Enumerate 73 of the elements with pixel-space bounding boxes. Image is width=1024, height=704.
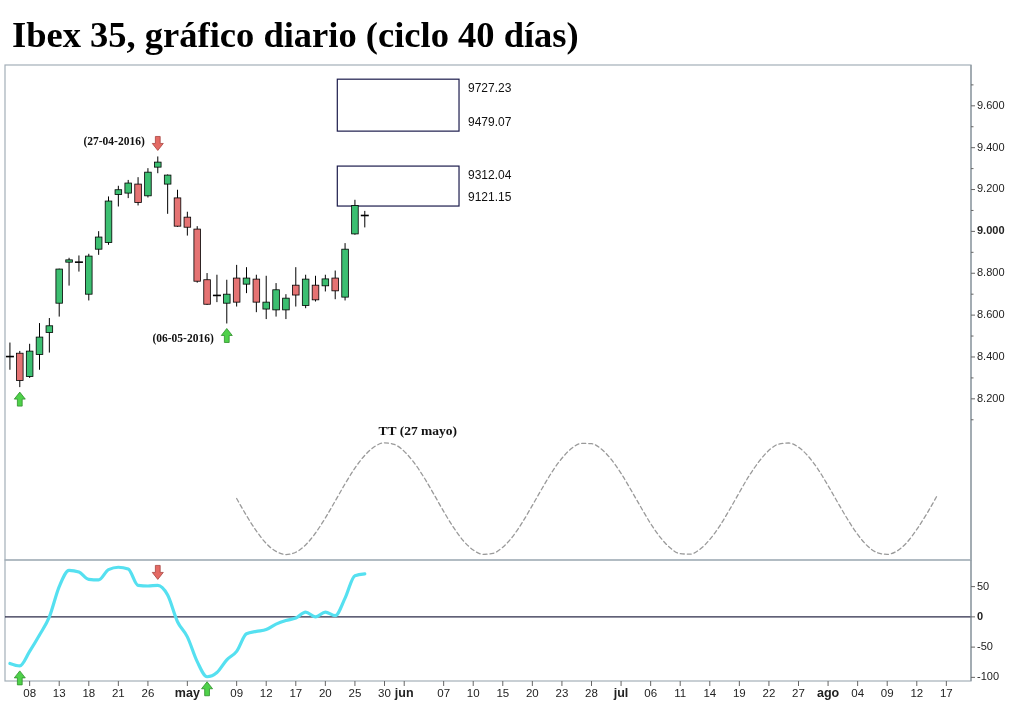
y-tick-label: 9.600 xyxy=(977,98,1005,111)
x-tick-label: jun xyxy=(393,686,414,701)
annotation: (27-04-2016) xyxy=(83,135,145,149)
chart-title: Ibex 35, gráfico diario (ciclo 40 días) xyxy=(12,14,579,55)
x-tick-label: jul xyxy=(612,686,629,701)
x-tick-label: 07 xyxy=(437,687,451,700)
annotation: TT (27 mayo) xyxy=(378,422,458,438)
x-tick-label: 06 xyxy=(644,687,658,700)
x-tick-label: 17 xyxy=(939,687,953,700)
candlestick xyxy=(262,275,270,320)
annotation: 9312.04 xyxy=(468,168,512,183)
candlestick xyxy=(331,270,339,300)
candlestick xyxy=(242,266,251,294)
x-tick-label: 14 xyxy=(703,687,717,700)
x-tick-label: 25 xyxy=(348,687,362,700)
candlestick xyxy=(45,317,54,354)
candlestick xyxy=(223,279,231,324)
y-tick-label: -50 xyxy=(977,640,993,653)
y-tick-label: -100 xyxy=(977,670,1000,683)
y-tick-label: 8.800 xyxy=(977,266,1005,279)
x-tick-label: 12 xyxy=(259,687,273,700)
x-tick-label: 27 xyxy=(792,687,805,700)
x-tick-label: 17 xyxy=(289,687,303,700)
x-tick-label: may xyxy=(174,686,200,701)
x-tick-label: ago xyxy=(816,686,840,701)
x-tick-label: 09 xyxy=(230,687,244,700)
x-tick-label: 08 xyxy=(23,687,37,700)
y-tick-label: 9.200 xyxy=(977,182,1005,195)
x-tick-label: 18 xyxy=(82,687,96,700)
annotation: (06-05-2016) xyxy=(152,332,214,346)
y-tick-label: 0 xyxy=(977,609,984,622)
candlestick xyxy=(311,275,320,303)
candlestick xyxy=(272,282,280,318)
y-tick-label: 9.400 xyxy=(977,140,1005,153)
x-tick-label: 11 xyxy=(674,687,687,700)
candlestick xyxy=(282,293,290,320)
y-tick-label: 8.600 xyxy=(977,308,1005,321)
x-tick-label: 19 xyxy=(732,687,746,700)
candlestick xyxy=(292,266,300,308)
x-tick-label: 21 xyxy=(111,687,125,700)
x-tick-label: 20 xyxy=(525,687,539,700)
x-tick-label: 12 xyxy=(910,687,924,700)
y-tick-label: 50 xyxy=(977,579,990,592)
y-tick-label: 9.000 xyxy=(977,224,1005,237)
candlestick xyxy=(124,179,132,199)
candlestick xyxy=(65,257,73,287)
candlestick xyxy=(163,173,172,215)
candlestick xyxy=(144,167,152,198)
candlestick xyxy=(94,230,103,256)
candlestick xyxy=(114,185,123,207)
annotation: 9121.15 xyxy=(468,190,512,205)
candlestick xyxy=(183,211,192,237)
candlestick xyxy=(134,176,142,206)
line-series xyxy=(235,442,938,556)
x-tick-label: 20 xyxy=(318,687,332,700)
x-tick-label: 26 xyxy=(141,687,155,700)
line-series xyxy=(8,565,367,679)
x-tick-label: 04 xyxy=(851,687,865,700)
x-tick-label: 09 xyxy=(880,687,894,700)
candlestick xyxy=(252,274,261,313)
x-tick-label: 22 xyxy=(762,687,776,700)
candlestick xyxy=(35,322,44,371)
candlestick xyxy=(74,254,84,273)
y-tick-label: 8.400 xyxy=(977,349,1005,362)
x-tick-label: 28 xyxy=(585,687,598,700)
annotation: 9479.07 xyxy=(468,115,512,130)
annotation: 9727.23 xyxy=(468,81,512,96)
x-tick-label: 10 xyxy=(466,687,480,700)
x-tick-label: 13 xyxy=(52,687,66,700)
x-tick-label: 15 xyxy=(496,687,510,700)
x-tick-label: 23 xyxy=(555,687,569,700)
y-tick-label: 8.200 xyxy=(977,391,1005,404)
x-tick-label: 30 xyxy=(378,687,391,700)
